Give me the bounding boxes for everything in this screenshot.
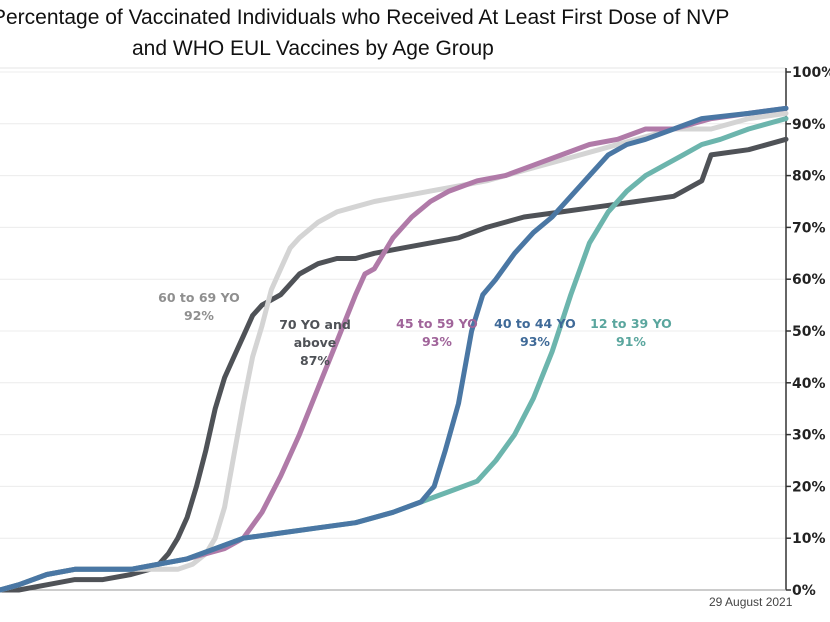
chart-title-line2: and WHO EUL Vaccines by Age Group <box>132 37 494 60</box>
gridlines <box>0 71 786 539</box>
series-line-70-yo-and-above <box>0 136 789 593</box>
y-tick-label: 10% <box>792 531 826 547</box>
series-label-60-to-69-yo: 60 to 69 YO 92% <box>158 290 240 323</box>
series-line-45-to-59-yo <box>0 105 789 593</box>
series-lines <box>0 105 789 593</box>
series-line-60-to-69-yo <box>0 110 789 593</box>
y-tick-label: 30% <box>792 428 826 444</box>
chart-title-line1: Percentage of Vaccinated Individuals who… <box>0 6 729 29</box>
y-tick-label: 80% <box>792 169 826 185</box>
y-tick-label: 60% <box>792 272 826 288</box>
y-tick-label: 50% <box>792 324 826 340</box>
series-label-70-yo-and-above: 70 YO and above 87% <box>279 317 351 368</box>
y-tick-label: 20% <box>792 479 826 495</box>
series-label-12-to-39-yo: 12 to 39 YO 91% <box>590 316 672 349</box>
series-label-45-to-59-yo: 45 to 59 YO 93% <box>396 316 478 349</box>
series-line-40-to-44-yo <box>0 105 789 593</box>
series-label-40-to-44-yo: 40 to 44 YO 93% <box>494 316 576 349</box>
y-tick-label: 40% <box>792 376 826 392</box>
y-axis-ticks: 0% 10% 20% 30% 40% 50% 60% 70% 80% 90% 100% <box>786 65 830 599</box>
series-line-12-to-39-yo <box>0 116 789 593</box>
y-tick-label: 90% <box>792 117 826 133</box>
y-tick-label: 100% <box>792 65 830 81</box>
series-labels: 60 to 69 YO 92% 70 YO and above 87% 45 to 59 … <box>158 290 672 368</box>
date-note: 29 August 2021 <box>709 595 793 609</box>
y-tick-label: 70% <box>792 220 826 236</box>
y-tick-label: 0% <box>792 583 816 599</box>
